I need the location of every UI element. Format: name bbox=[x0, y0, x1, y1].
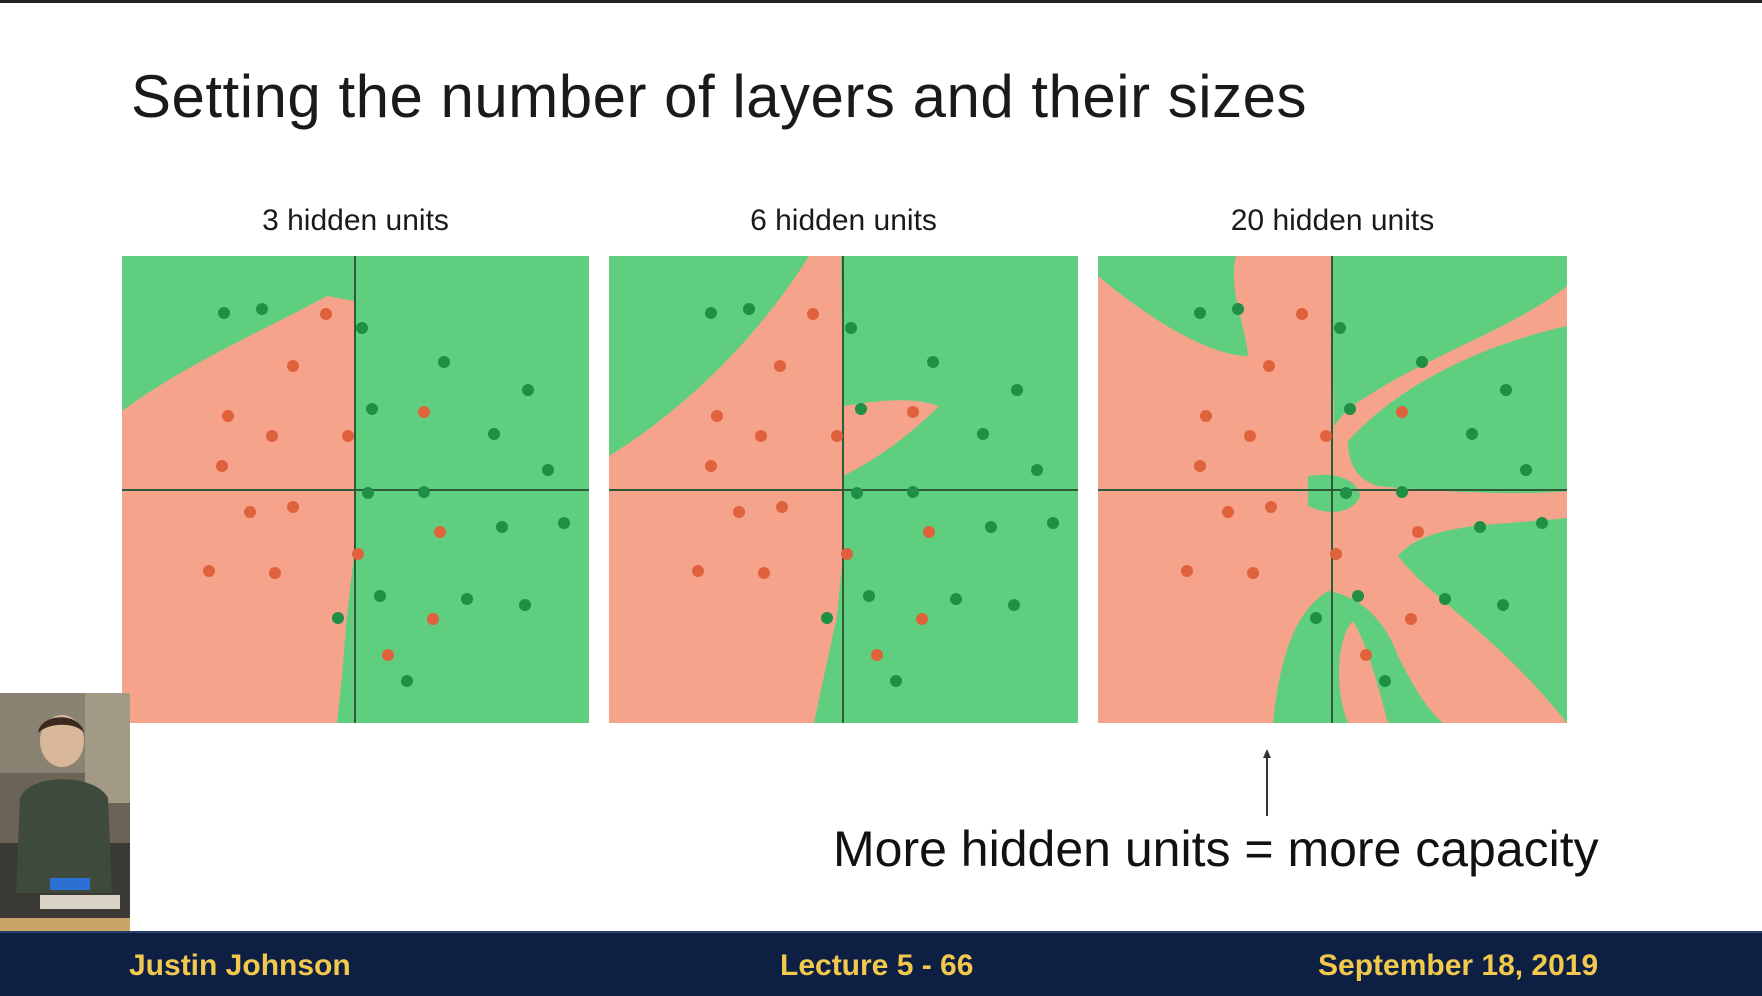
plot-label-6-units: 6 hidden units bbox=[750, 204, 937, 237]
presenter-name: Justin Johnson bbox=[129, 949, 351, 982]
slide-footer: Justin Johnson Lecture 5 - 66 September … bbox=[0, 931, 1762, 996]
slide-caption: More hidden units = more capacity bbox=[833, 821, 1599, 877]
training-points bbox=[692, 303, 1059, 687]
top-border bbox=[0, 0, 1762, 3]
lecture-date: September 18, 2019 bbox=[1318, 949, 1599, 982]
decision-boundary-plot-6-units bbox=[609, 256, 1078, 723]
presenter-video-inset bbox=[0, 693, 130, 933]
plot-label-20-units: 20 hidden units bbox=[1230, 204, 1435, 237]
plot-label-3-units: 3 hidden units bbox=[262, 204, 449, 237]
lecture-number: Lecture 5 - 66 bbox=[780, 949, 974, 982]
up-arrow-icon bbox=[1263, 749, 1271, 816]
slide-title: Setting the number of layers and their s… bbox=[131, 63, 1307, 130]
training-points bbox=[1181, 303, 1548, 687]
decision-boundary-plot-3-units bbox=[122, 256, 589, 723]
decision-boundary-plot-20-units bbox=[1098, 256, 1567, 723]
training-points bbox=[203, 303, 570, 687]
